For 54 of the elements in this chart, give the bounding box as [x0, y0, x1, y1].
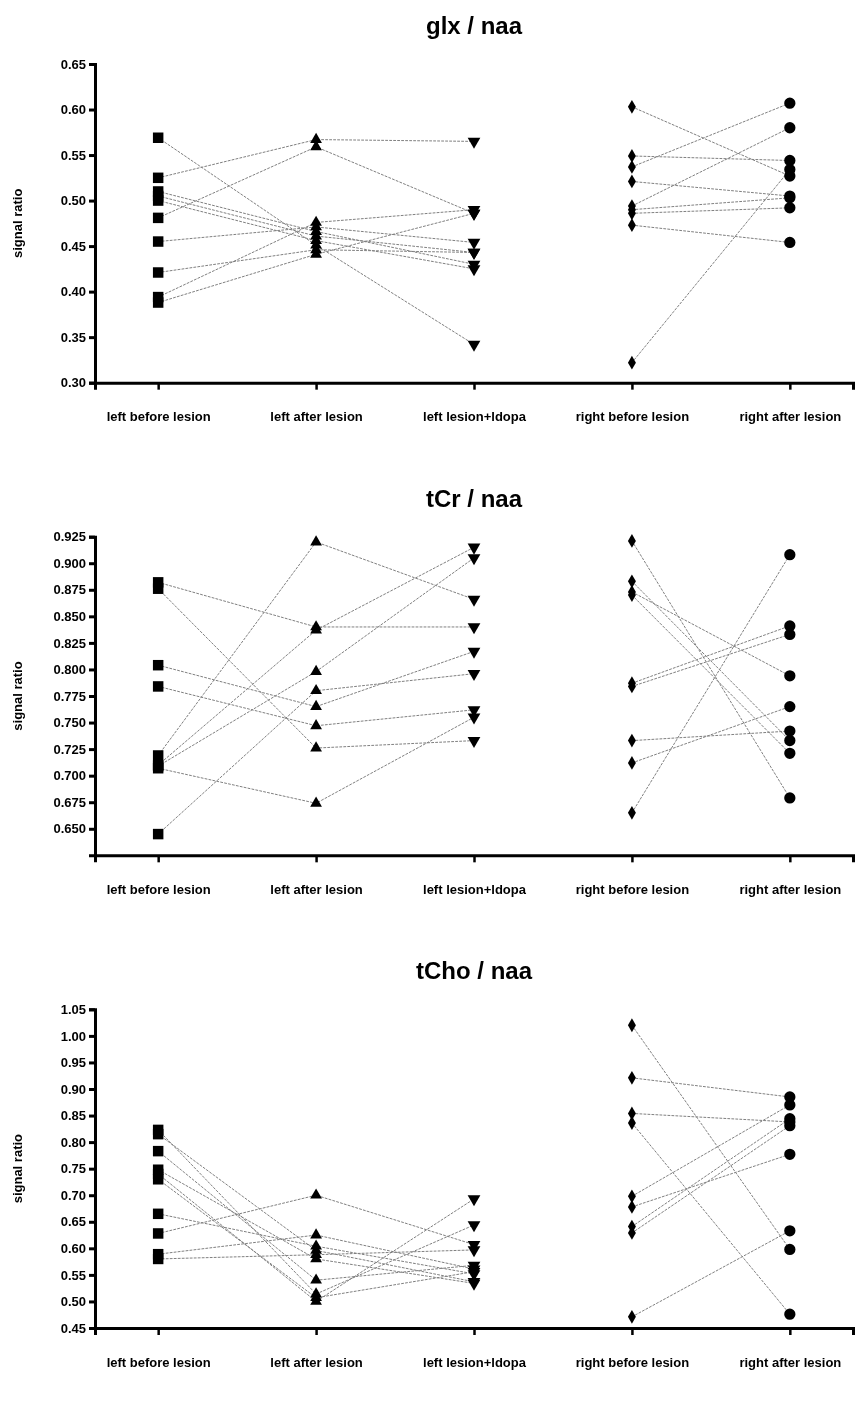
y-tick-label: 0.850 — [53, 608, 86, 624]
y-tick-label: 1.00 — [60, 1028, 86, 1044]
y-tick-label: 0.925 — [53, 529, 86, 545]
x-tick-label: right after lesion — [739, 881, 842, 897]
chart-title: tCho / naa — [415, 957, 533, 985]
x-tick-label: left after lesion — [270, 881, 363, 897]
y-tick-label: 0.65 — [60, 1214, 86, 1230]
y-tick-label: 0.90 — [60, 1081, 86, 1097]
y-tick-label: 0.50 — [60, 1294, 86, 1310]
y-tick-label: 0.875 — [53, 582, 86, 598]
y-tick-label: 0.45 — [60, 238, 86, 254]
y-tick-label: 0.55 — [60, 1267, 86, 1283]
y-tick-label: 0.35 — [60, 329, 86, 345]
y-tick-label: 0.70 — [60, 1187, 86, 1203]
y-tick-label: 0.40 — [60, 284, 86, 300]
y-tick-label: 0.800 — [53, 662, 86, 678]
x-tick-label: left before lesion — [106, 1354, 211, 1370]
x-tick-label: right before lesion — [575, 881, 690, 897]
x-tick-label: right after lesion — [739, 409, 842, 425]
x-tick-label: left lesion+ldopa — [423, 409, 527, 425]
x-tick-label: left before lesion — [106, 409, 211, 425]
y-axis-title: signal ratio — [10, 1133, 25, 1204]
y-tick-label: 0.85 — [60, 1108, 86, 1124]
x-tick-label: right before lesion — [575, 1354, 690, 1370]
y-tick-label: 0.55 — [60, 147, 86, 163]
y-tick-label: 0.675 — [53, 794, 86, 810]
chart-title: glx / naa — [425, 12, 523, 39]
x-tick-label: left lesion+ldopa — [423, 881, 527, 897]
y-tick-label: 0.725 — [53, 741, 86, 757]
y-tick-label: 0.900 — [53, 555, 86, 571]
y-tick-label: 0.50 — [60, 193, 86, 209]
y-tick-label: 0.60 — [60, 102, 86, 118]
x-tick-label: left before lesion — [106, 881, 211, 897]
y-tick-label: 0.80 — [60, 1134, 86, 1150]
y-axis-title: signal ratio — [10, 188, 25, 259]
x-tick-label: left after lesion — [270, 1354, 363, 1370]
y-tick-label: 0.95 — [60, 1055, 86, 1071]
y-tick-label: 0.75 — [60, 1161, 86, 1177]
x-tick-label: left after lesion — [270, 409, 363, 425]
y-tick-label: 0.30 — [60, 375, 86, 391]
y-tick-label: 1.05 — [60, 1001, 86, 1017]
y-tick-label: 0.700 — [53, 768, 86, 784]
y-tick-label: 0.45 — [60, 1320, 86, 1336]
chart-title: tCr / naa — [425, 484, 523, 512]
y-tick-label: 0.775 — [53, 688, 86, 704]
y-tick-label: 0.65 — [60, 56, 86, 72]
y-tick-label: 0.750 — [53, 715, 86, 731]
x-tick-label: right after lesion — [739, 1354, 842, 1370]
y-tick-label: 0.825 — [53, 635, 86, 651]
x-tick-label: right before lesion — [575, 409, 690, 425]
y-axis-title: signal ratio — [10, 661, 25, 731]
y-tick-label: 0.60 — [60, 1240, 86, 1256]
y-tick-label: 0.650 — [53, 821, 86, 837]
x-tick-label: left lesion+ldopa — [423, 1354, 527, 1370]
